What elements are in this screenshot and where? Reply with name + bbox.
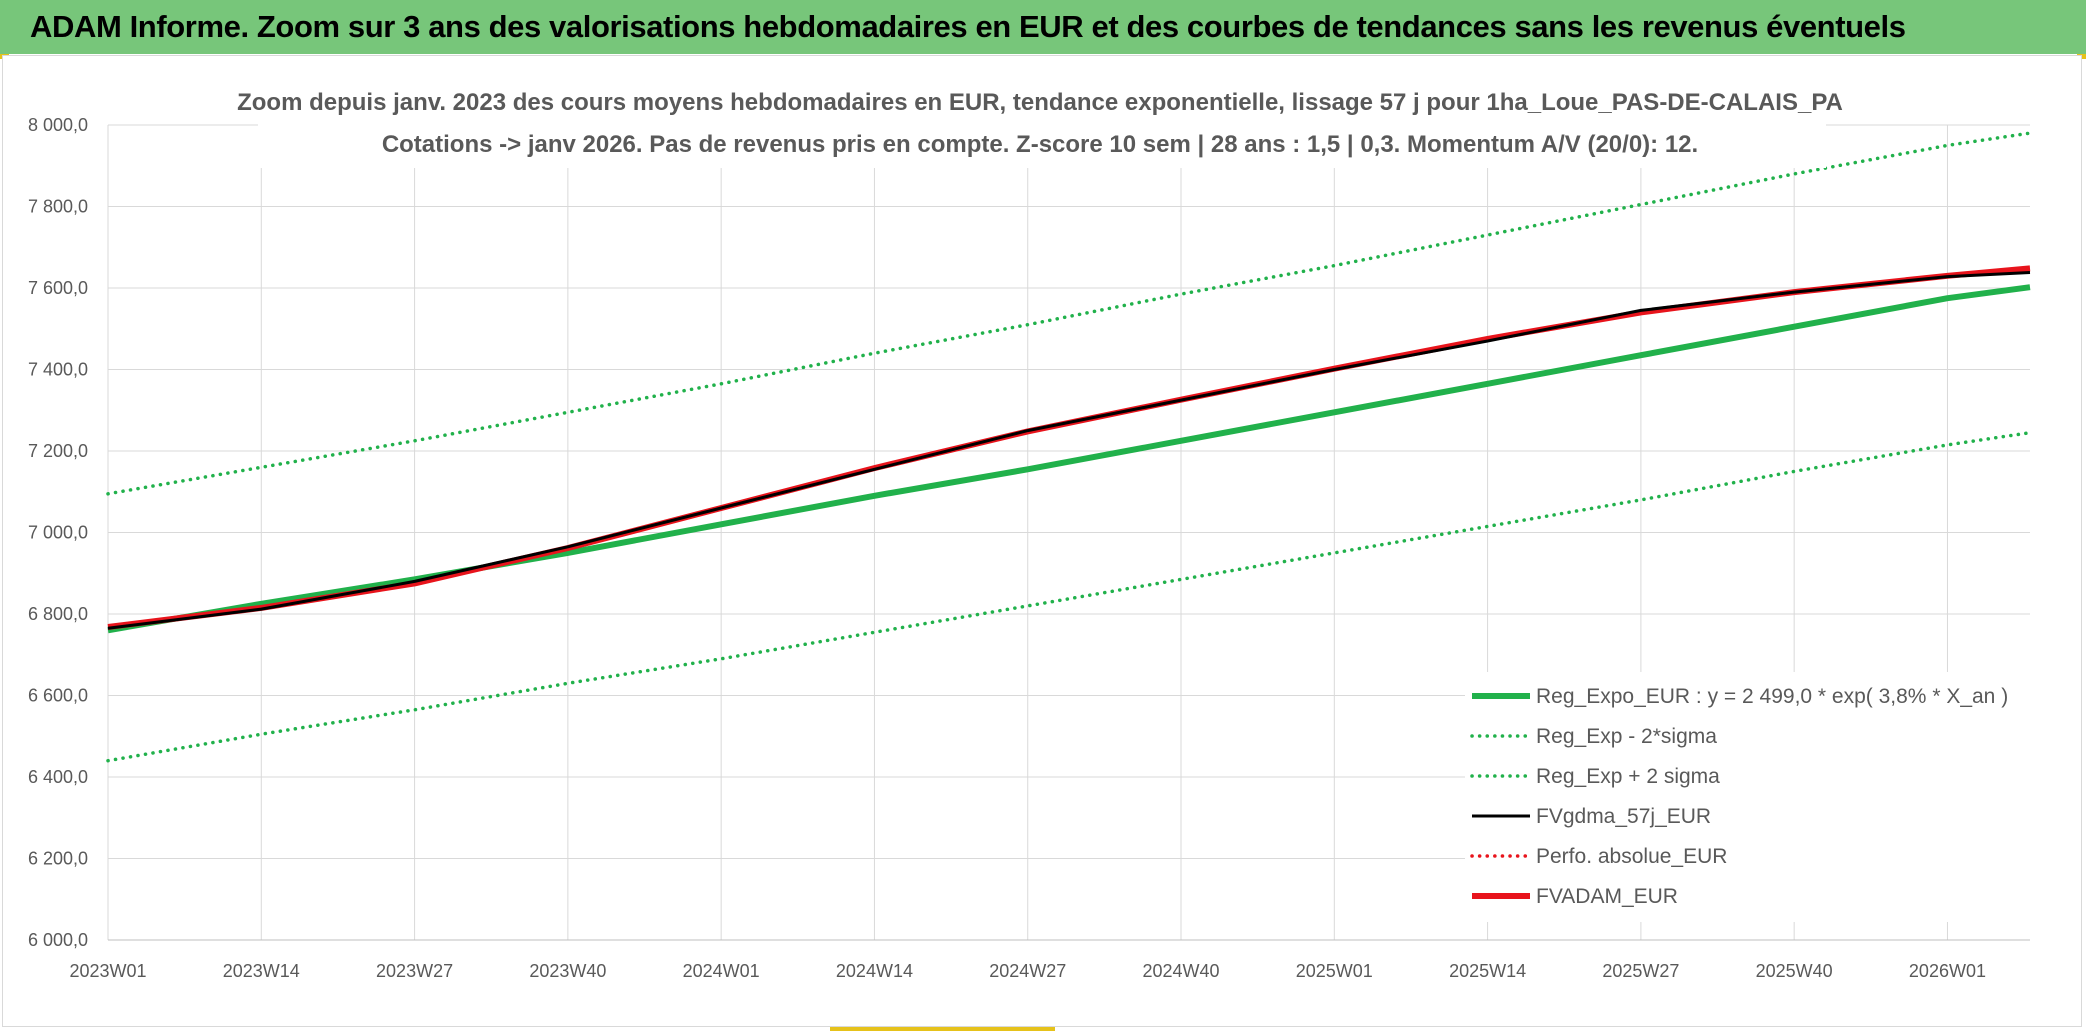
series-line-1 <box>107 284 2031 634</box>
chart-title-line1: Zoom depuis janv. 2023 des cours moyens … <box>237 89 1843 116</box>
x-tick-label: 2023W01 <box>69 961 146 981</box>
y-tick-label: 6 600,0 <box>28 686 88 706</box>
x-tick-label: 2025W40 <box>1756 961 1833 981</box>
y-tick-label: 7 000,0 <box>28 523 88 543</box>
legend-label: Reg_Exp + 2 sigma <box>1536 765 1720 788</box>
legend-label: FVgdma_57j_EUR <box>1536 805 1711 828</box>
legend-background <box>1465 672 2040 922</box>
legend: Reg_Expo_EUR : y = 2 499,0 * exp( 3,8% *… <box>1465 672 2040 922</box>
bottom-tab-mark <box>830 1027 1055 1031</box>
chart-title-line2: Cotations -> janv 2026. Pas de revenus p… <box>382 131 1698 158</box>
series-line-2 <box>106 430 2032 763</box>
legend-label: Reg_Expo_EUR : y = 2 499,0 * exp( 3,8% *… <box>1536 685 2008 708</box>
y-axis-tick-labels: 8 000,0 7 800,0 7 600,0 7 400,0 7 200,0 7 000… <box>28 115 88 950</box>
legend-label: Perfo. absolue_EUR <box>1536 845 1727 868</box>
x-tick-label: 2023W40 <box>529 961 606 981</box>
y-tick-label: 7 200,0 <box>28 441 88 461</box>
x-tick-label: 2024W14 <box>836 961 913 981</box>
title-background <box>258 80 1826 168</box>
x-tick-label: 2025W01 <box>1296 961 1373 981</box>
banner-title: ADAM Informe. Zoom sur 3 ans des valoris… <box>30 9 1906 44</box>
x-tick-label: 2024W27 <box>989 961 1066 981</box>
x-tick-label: 2023W27 <box>376 961 453 981</box>
legend-label: FVADAM_EUR <box>1536 885 1678 908</box>
x-tick-label: 2024W40 <box>1142 961 1219 981</box>
legend-label: Reg_Exp - 2*sigma <box>1536 725 1717 748</box>
series-line-4 <box>107 271 2031 630</box>
y-tick-label: 7 800,0 <box>28 197 88 217</box>
series-layer <box>106 131 2032 763</box>
y-tick-label: 8 000,0 <box>28 115 88 135</box>
x-tick-label: 2026W01 <box>1909 961 1986 981</box>
y-tick-label: 7 600,0 <box>28 278 88 298</box>
y-tick-label: 6 000,0 <box>28 930 88 950</box>
x-tick-label: 2024W01 <box>683 961 760 981</box>
gridlines <box>107 124 2030 941</box>
x-tick-label: 2023W14 <box>223 961 300 981</box>
report-banner: ADAM Informe. Zoom sur 3 ans des valoris… <box>0 0 2086 54</box>
series-line-6 <box>107 265 2031 630</box>
y-tick-label: 7 400,0 <box>28 360 88 380</box>
x-tick-label: 2025W14 <box>1449 961 1526 981</box>
y-tick-label: 6 200,0 <box>28 849 88 869</box>
x-tick-label: 2025W27 <box>1602 961 1679 981</box>
y-tick-label: 6 400,0 <box>28 767 88 787</box>
y-tick-label: 6 800,0 <box>28 604 88 624</box>
series-line-3 <box>106 131 2032 496</box>
x-axis-tick-labels: 2023W01 2023W14 2023W27 2023W40 2024W01 2024W… <box>69 961 1986 981</box>
